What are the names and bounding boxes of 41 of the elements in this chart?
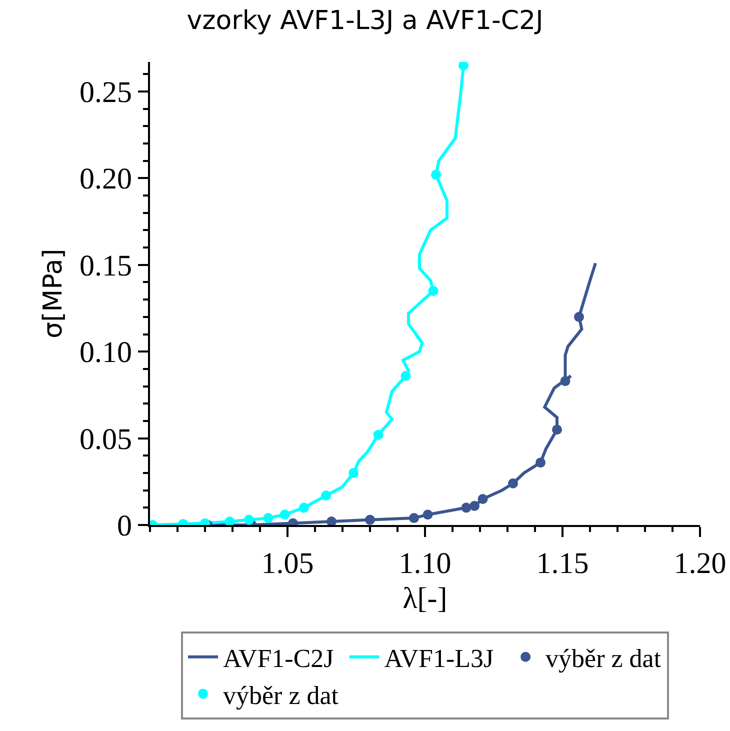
x-axis-title: λ[-] (402, 582, 448, 615)
point (536, 458, 546, 468)
y-tick-label: 0.15 (80, 249, 132, 282)
y-tick-label: 0.20 (80, 162, 132, 196)
point (321, 490, 331, 501)
point (461, 502, 472, 513)
point (458, 62, 468, 70)
point (478, 494, 488, 504)
y-axis-title: σ[MPa] (38, 248, 68, 338)
point (422, 510, 433, 520)
legend-label: výběr z dat (546, 644, 662, 674)
point (263, 513, 274, 524)
chart-title: vzorky AVF1-L3J a AVF1-C2J (186, 6, 544, 36)
point (470, 500, 480, 511)
point (560, 376, 570, 386)
point (373, 430, 384, 440)
legend-label: výběr z dat (223, 680, 340, 710)
point (431, 170, 441, 180)
point (400, 370, 411, 381)
point (326, 516, 336, 525)
point (428, 286, 438, 296)
y-tick-label: 0.10 (80, 336, 132, 370)
x-tick-label: 1.15 (536, 547, 589, 580)
point (365, 514, 375, 525)
point (244, 514, 254, 525)
point (224, 516, 235, 525)
point (574, 312, 584, 322)
x-tick-label: 1.10 (398, 547, 452, 580)
x-tick-label: 1.05 (261, 547, 314, 580)
point (552, 424, 562, 435)
x-tick-label: 1.20 (674, 547, 726, 580)
point (280, 510, 290, 520)
legend-label: AVF1-L3J (384, 644, 494, 674)
legend-label: AVF1-C2J (223, 644, 334, 674)
point (409, 513, 419, 524)
point (299, 502, 309, 513)
y-tick-label: 0 (117, 510, 132, 542)
point (348, 468, 358, 478)
y-tick-label: 0.25 (80, 76, 132, 109)
point (508, 478, 518, 488)
y-tick-label: 0.05 (80, 422, 132, 456)
